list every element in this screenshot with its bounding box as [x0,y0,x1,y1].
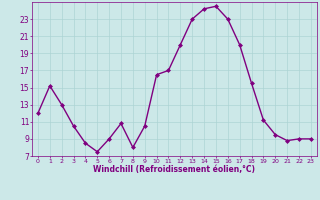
X-axis label: Windchill (Refroidissement éolien,°C): Windchill (Refroidissement éolien,°C) [93,165,255,174]
